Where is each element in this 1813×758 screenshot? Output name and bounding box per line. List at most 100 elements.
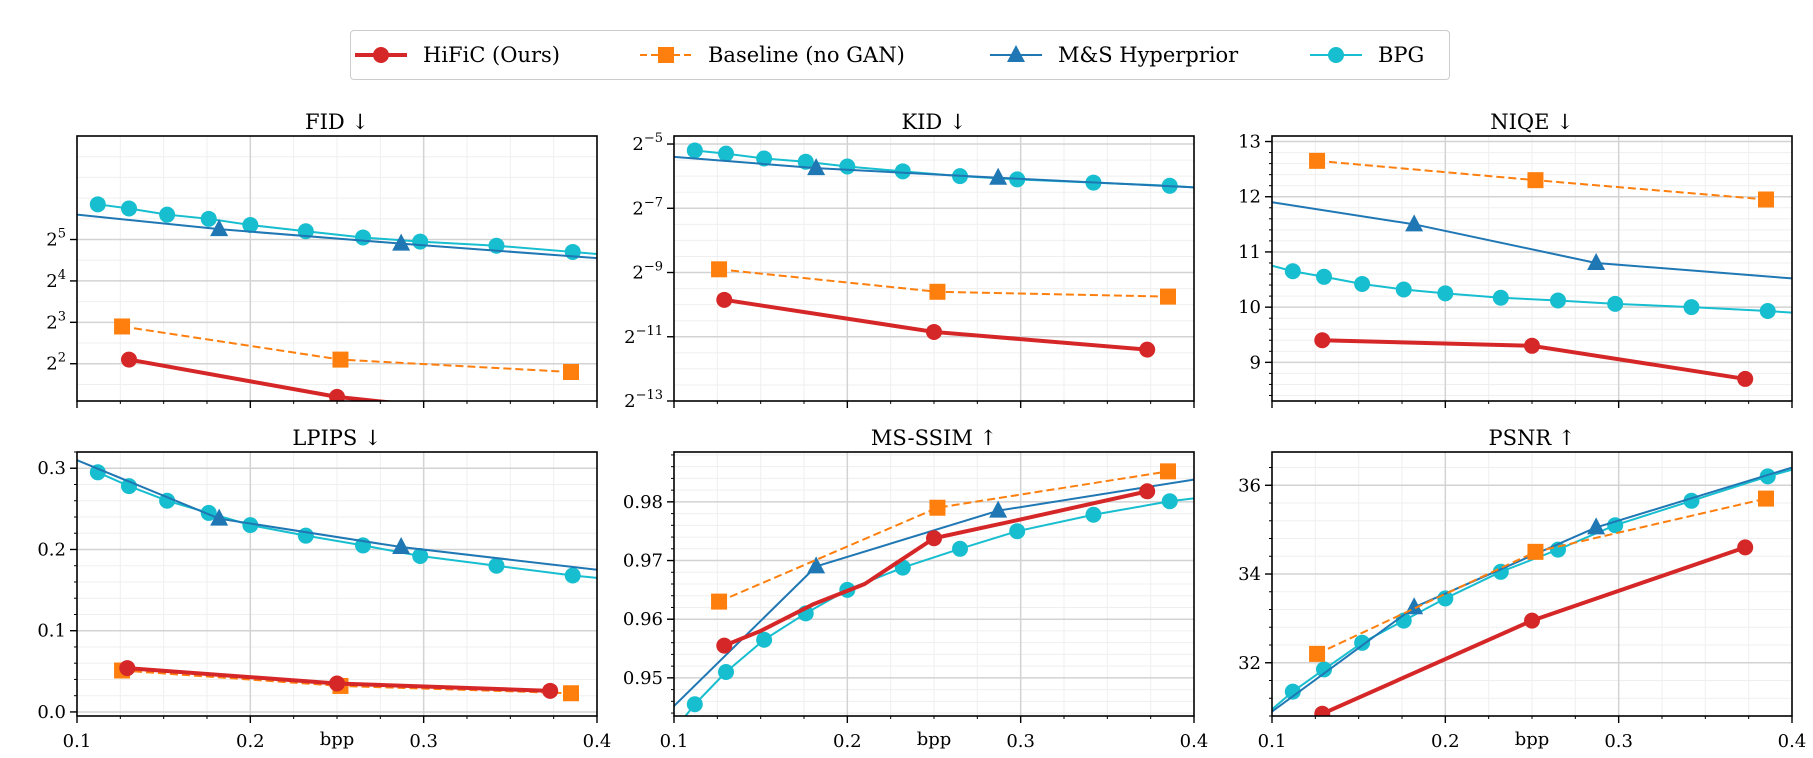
data-point <box>121 351 137 368</box>
data-point <box>1405 214 1424 232</box>
plot-area <box>674 463 1194 716</box>
y-tick-label: 2−13 <box>624 388 663 412</box>
data-point <box>1758 490 1774 507</box>
series-line <box>77 459 597 571</box>
data-point <box>355 229 371 246</box>
data-point <box>807 556 826 574</box>
data-point <box>332 351 349 368</box>
data-point <box>718 664 734 680</box>
series <box>121 351 562 428</box>
data-point <box>1314 705 1331 716</box>
data-point <box>1314 332 1331 349</box>
chart-title: FID ↓ <box>305 110 369 134</box>
series <box>114 318 579 381</box>
data-point <box>1550 292 1566 309</box>
series <box>119 660 559 699</box>
data-point <box>1527 543 1544 560</box>
data-point <box>1492 289 1509 306</box>
series <box>77 459 597 571</box>
y-tick-label: 0.97 <box>623 551 663 572</box>
y-tick-label: 0.96 <box>623 609 663 630</box>
y-tick-label: 9 <box>1250 352 1261 373</box>
y-tick-label: 34 <box>1238 564 1261 585</box>
y-tick-label: 32 <box>1238 653 1261 674</box>
chart-title: NIQE ↓ <box>1490 110 1574 134</box>
data-point <box>716 637 733 654</box>
data-point <box>716 291 733 308</box>
series <box>1314 539 1754 716</box>
y-tick-label: 36 <box>1238 475 1261 496</box>
data-point <box>894 163 911 180</box>
data-point <box>711 593 728 610</box>
data-point <box>1316 268 1332 285</box>
series <box>1272 263 1792 320</box>
chart-title: PSNR ↑ <box>1489 426 1576 450</box>
data-point <box>1085 506 1102 523</box>
y-tick-label: 24 <box>46 268 66 292</box>
x-tick-label: 0.2 <box>833 731 862 752</box>
data-point <box>1437 285 1454 302</box>
legend-label: Baseline (no GAN) <box>708 43 905 67</box>
data-point <box>1737 539 1754 556</box>
x-tick-label: 0.1 <box>660 731 689 752</box>
data-point <box>1309 645 1326 662</box>
y-tick-label: 13 <box>1238 132 1261 153</box>
plot-area <box>77 196 597 428</box>
x-tick-label: 0.4 <box>583 731 612 752</box>
legend-entries: HiFiC (Ours) Baseline (no GAN) M&S Hyperpr… <box>355 43 1424 67</box>
data-point <box>488 557 505 574</box>
y-tick-label: 10 <box>1238 297 1261 318</box>
data-point <box>89 196 106 213</box>
data-point <box>1284 683 1301 700</box>
legend-item: M&S Hyperprior <box>990 43 1239 67</box>
x-axis-label: bpp <box>320 729 355 750</box>
legend-item: Baseline (no GAN) <box>640 43 905 67</box>
chart-panel: 0.1 0.2 0.3 0.4 bpp 0.0 0.1 0.2 0.3 LPIPS ↓ <box>37 426 611 752</box>
x-tick-label: 0.4 <box>1180 731 1209 752</box>
plot-area <box>674 142 1194 358</box>
data-point <box>200 210 217 227</box>
series-line <box>1272 466 1792 713</box>
data-point <box>563 685 579 702</box>
y-tick-label: 0.2 <box>37 539 66 560</box>
data-point <box>929 499 946 516</box>
chart-panel: 22 23 24 25 FID ↓ <box>46 110 598 428</box>
series-line <box>128 357 396 401</box>
data-point <box>1395 281 1412 298</box>
data-point <box>718 145 734 162</box>
x-tick-label: 0.2 <box>1431 731 1460 752</box>
plot-area <box>1272 466 1792 716</box>
y-tick-label: 0.1 <box>37 621 66 642</box>
data-point <box>119 660 136 677</box>
data-point <box>1139 341 1156 358</box>
data-point <box>1737 370 1754 387</box>
data-point <box>297 527 314 544</box>
data-point <box>1758 191 1774 208</box>
series <box>77 213 597 260</box>
data-point <box>542 682 559 699</box>
data-point <box>1139 483 1156 500</box>
data-point <box>1009 523 1026 540</box>
data-point <box>989 500 1008 518</box>
legend-item: HiFiC (Ours) <box>355 43 560 67</box>
data-point <box>210 219 229 237</box>
series <box>1272 201 1792 280</box>
chart-title: MS-SSIM ↑ <box>871 426 997 450</box>
data-point <box>989 167 1008 185</box>
series <box>1314 332 1754 387</box>
data-point <box>929 283 946 300</box>
chart-panel: 9 10 11 12 13 NIQE ↓ <box>1238 110 1793 408</box>
series <box>716 291 1156 358</box>
data-point <box>1395 612 1412 629</box>
data-point <box>546 412 562 428</box>
data-point <box>1524 612 1540 629</box>
data-point <box>159 206 176 223</box>
data-point <box>114 318 131 335</box>
y-tick-label: 0.98 <box>623 492 663 513</box>
data-point <box>392 233 411 251</box>
data-point <box>1759 468 1776 485</box>
legend-marker <box>1328 47 1344 63</box>
y-tick-label: 22 <box>46 351 66 375</box>
series-line <box>77 213 597 260</box>
